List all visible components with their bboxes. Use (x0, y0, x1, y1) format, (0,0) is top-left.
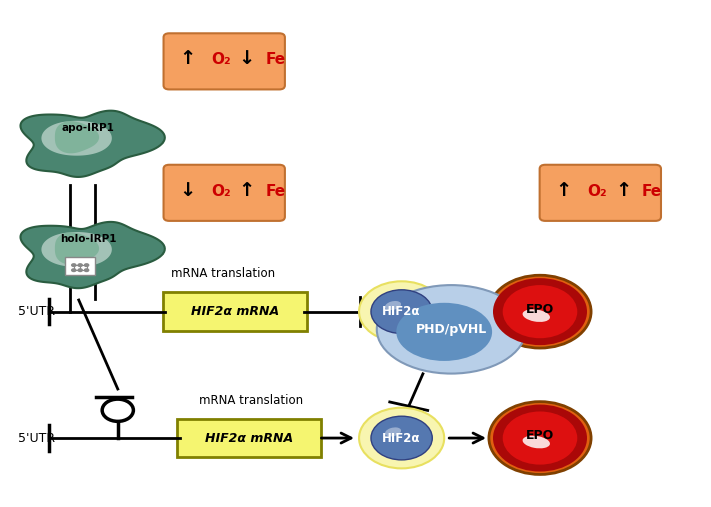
Ellipse shape (523, 436, 550, 448)
Text: Fe: Fe (641, 184, 662, 199)
Text: ↓: ↓ (239, 49, 255, 68)
Text: mRNA translation: mRNA translation (171, 267, 275, 280)
Text: PHD/pVHL: PHD/pVHL (416, 323, 487, 336)
Ellipse shape (385, 301, 401, 310)
Polygon shape (21, 222, 165, 288)
Circle shape (493, 278, 587, 345)
Circle shape (359, 408, 444, 468)
Text: apo-IRP1: apo-IRP1 (62, 123, 114, 133)
Text: ↓: ↓ (179, 181, 196, 200)
Polygon shape (41, 121, 112, 156)
Circle shape (84, 268, 90, 272)
Text: mRNA translation: mRNA translation (199, 393, 304, 407)
Text: O₂: O₂ (211, 184, 231, 199)
Circle shape (71, 268, 77, 272)
Polygon shape (21, 111, 165, 177)
FancyBboxPatch shape (163, 293, 307, 331)
Text: ↑: ↑ (179, 49, 196, 68)
Text: EPO: EPO (526, 429, 554, 442)
Ellipse shape (523, 309, 550, 322)
Text: HIF2α mRNA: HIF2α mRNA (205, 431, 293, 445)
Circle shape (503, 412, 577, 464)
Circle shape (77, 268, 83, 272)
Text: HIF2α: HIF2α (383, 431, 421, 445)
Circle shape (489, 275, 591, 348)
Text: 5'UTR: 5'UTR (18, 305, 55, 318)
Circle shape (493, 405, 587, 472)
Text: O₂: O₂ (211, 52, 231, 67)
Circle shape (71, 263, 77, 267)
Text: HIF2α mRNA: HIF2α mRNA (191, 305, 279, 318)
Circle shape (84, 263, 90, 267)
Circle shape (77, 263, 83, 267)
Text: Fe: Fe (265, 184, 286, 199)
Polygon shape (55, 121, 99, 153)
FancyBboxPatch shape (65, 257, 95, 275)
Circle shape (371, 416, 432, 460)
Circle shape (371, 290, 432, 334)
Text: Fe: Fe (265, 52, 286, 67)
Polygon shape (55, 232, 99, 265)
Circle shape (489, 402, 591, 475)
Text: HIF2α: HIF2α (383, 305, 421, 318)
FancyBboxPatch shape (164, 33, 285, 89)
FancyBboxPatch shape (177, 419, 321, 457)
Text: ↑: ↑ (555, 181, 572, 200)
FancyBboxPatch shape (540, 165, 661, 221)
Circle shape (503, 285, 577, 338)
Ellipse shape (385, 427, 401, 437)
Ellipse shape (396, 303, 492, 361)
Circle shape (359, 281, 444, 342)
Text: 5'UTR: 5'UTR (18, 431, 55, 445)
FancyBboxPatch shape (164, 165, 285, 221)
Polygon shape (41, 232, 112, 267)
Circle shape (102, 399, 134, 421)
Text: ↑: ↑ (239, 181, 255, 200)
Text: ↑: ↑ (615, 181, 631, 200)
Text: holo-IRP1: holo-IRP1 (60, 234, 116, 244)
Text: O₂: O₂ (587, 184, 607, 199)
Text: EPO: EPO (526, 303, 554, 316)
Ellipse shape (377, 285, 526, 374)
